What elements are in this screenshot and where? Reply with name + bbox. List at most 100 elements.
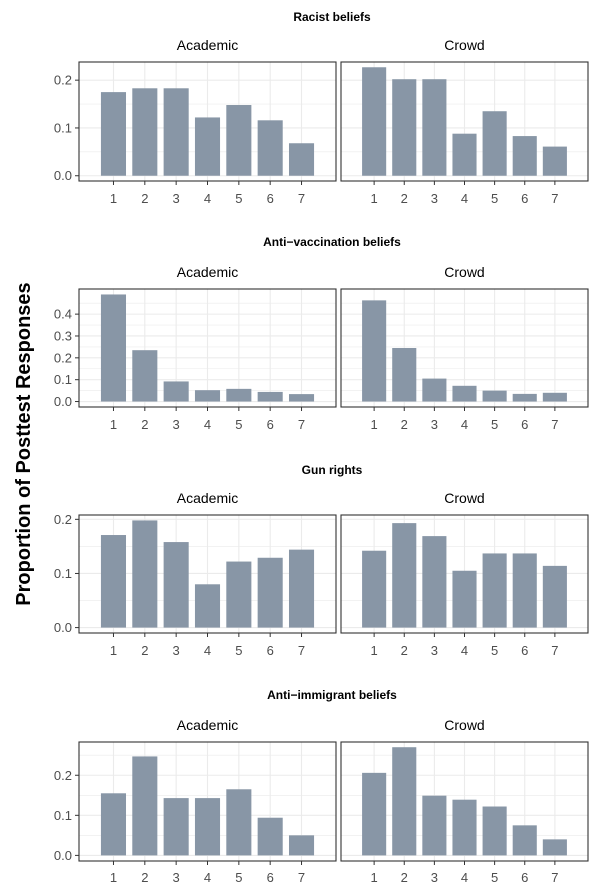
x-tick-label: 6 [521,870,528,885]
bar [226,789,252,856]
bar [288,549,315,628]
x-tick-label: 5 [491,191,498,206]
x-tick-label: 5 [491,643,498,658]
chart-title: Racist beliefs [293,10,371,24]
x-tick-label: 7 [551,417,558,432]
bar [392,747,417,856]
x-tick-label: 6 [267,870,274,885]
x-tick-label: 2 [401,417,408,432]
bar [194,584,221,628]
x-tick-label: 2 [141,643,148,658]
bar [482,806,507,856]
x-tick-label: 1 [110,191,117,206]
y-tick-label: 0.1 [54,566,72,581]
x-tick-label: 3 [173,417,180,432]
x-tick-label: 7 [298,417,305,432]
bar [542,565,567,628]
bar [226,388,252,402]
x-tick-label: 1 [371,643,378,658]
y-tick-label: 0.2 [54,73,72,88]
y-tick-label: 0.2 [54,768,72,783]
bar [163,542,189,628]
x-tick-label: 4 [461,417,468,432]
x-tick-label: 3 [173,191,180,206]
bar [362,772,387,856]
bar [482,390,507,402]
x-tick-label: 2 [141,191,148,206]
bar [100,92,127,176]
bar [482,111,507,176]
panel-strip-label: Academic [177,490,238,506]
x-tick-label: 5 [491,870,498,885]
x-tick-label: 3 [431,191,438,206]
bar [452,570,477,628]
bar [100,294,127,402]
bar [132,756,158,856]
bar [194,117,221,176]
x-tick-label: 5 [235,643,242,658]
bar [257,120,283,176]
y-axis-label: Proportion of Posttest Responses [13,282,35,605]
bar [257,817,283,856]
x-tick-label: 4 [204,643,211,658]
bar [288,835,315,856]
y-tick-label: 0.2 [54,350,72,365]
bar [288,394,315,402]
x-tick-label: 4 [461,870,468,885]
bar [362,550,387,628]
bar [422,378,447,402]
x-tick-label: 6 [267,643,274,658]
y-tick-label: 0.0 [54,394,72,409]
bar [163,381,189,402]
x-tick-label: 4 [461,643,468,658]
bar [226,105,252,176]
x-tick-label: 4 [204,191,211,206]
x-tick-label: 2 [141,417,148,432]
x-tick-label: 6 [521,191,528,206]
bar [512,136,537,176]
y-tick-label: 0.0 [54,620,72,635]
x-tick-label: 2 [141,870,148,885]
bar [392,523,417,628]
x-tick-label: 7 [298,870,305,885]
bar [226,561,252,628]
bar [542,146,567,176]
x-tick-label: 7 [298,643,305,658]
bar [132,88,158,176]
bar [542,392,567,402]
x-tick-label: 5 [235,870,242,885]
y-tick-label: 0.0 [54,168,72,183]
x-tick-label: 3 [173,643,180,658]
x-tick-label: 3 [431,417,438,432]
panel-strip-label: Crowd [444,490,484,506]
bar [512,553,537,628]
bar [422,795,447,856]
bar [132,520,158,628]
bar [163,798,189,856]
x-tick-label: 2 [401,870,408,885]
bar [422,79,447,176]
y-tick-label: 0.2 [54,512,72,527]
x-tick-label: 3 [173,870,180,885]
y-tick-label: 0.1 [54,808,72,823]
x-tick-label: 1 [110,417,117,432]
bar [132,350,158,402]
chart-title: Anti−immigrant beliefs [267,688,397,702]
bar [542,839,567,856]
x-tick-label: 5 [235,417,242,432]
panel-strip-label: Crowd [444,37,484,53]
x-tick-label: 7 [551,870,558,885]
bar [512,825,537,856]
bar [257,557,283,628]
bar [100,793,127,856]
bar [422,536,447,628]
chart-title: Anti−vaccination beliefs [263,235,401,249]
x-tick-label: 6 [521,643,528,658]
x-tick-label: 7 [551,191,558,206]
panel-strip-label: Crowd [444,717,484,733]
panel-strip-label: Academic [177,717,238,733]
y-tick-label: 0.4 [54,307,72,322]
chart-title: Gun rights [302,463,363,477]
panel-strip-label: Crowd [444,264,484,280]
